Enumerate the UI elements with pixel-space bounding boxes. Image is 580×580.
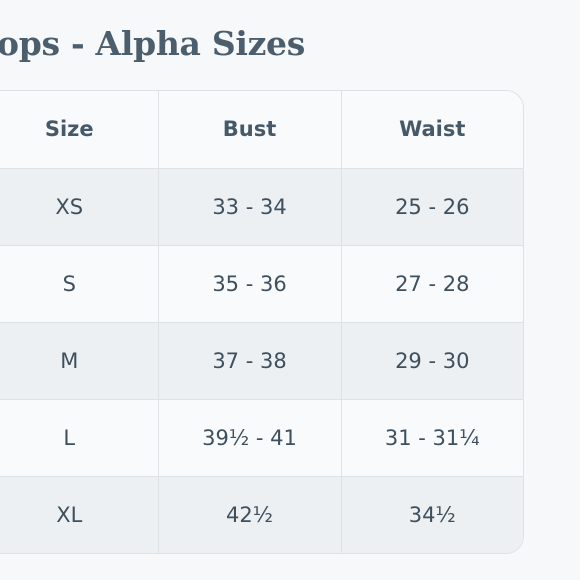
table-header-row: Size Bust Waist <box>0 91 523 169</box>
column-header-size: Size <box>0 91 159 169</box>
bust-cell: 33 - 34 <box>158 168 342 246</box>
bust-cell: 35 - 36 <box>158 245 342 323</box>
size-cell: M <box>0 322 159 400</box>
size-cell: XL <box>0 476 159 553</box>
page-title: ops - Alpha Sizes <box>0 24 305 63</box>
column-header-bust: Bust <box>158 91 342 169</box>
waist-cell: 34½ <box>341 476 523 553</box>
table-row: S 35 - 36 27 - 28 <box>0 245 523 323</box>
table-row: M 37 - 38 29 - 30 <box>0 322 523 400</box>
table-row: XL 42½ 34½ <box>0 476 523 553</box>
column-header-waist: Waist <box>341 91 523 169</box>
table-row: XS 33 - 34 25 - 26 <box>0 168 523 246</box>
size-chart-table-container: Size Bust Waist XS 33 - 34 25 - 26 S 35 … <box>0 90 524 554</box>
size-cell: L <box>0 399 159 477</box>
table-row: L 39½ - 41 31 - 31¼ <box>0 399 523 477</box>
bust-cell: 37 - 38 <box>158 322 342 400</box>
waist-cell: 27 - 28 <box>341 245 523 323</box>
size-cell: S <box>0 245 159 323</box>
size-chart-table: Size Bust Waist XS 33 - 34 25 - 26 S 35 … <box>0 91 523 553</box>
bust-cell: 39½ - 41 <box>158 399 342 477</box>
waist-cell: 29 - 30 <box>341 322 523 400</box>
size-cell: XS <box>0 168 159 246</box>
waist-cell: 31 - 31¼ <box>341 399 523 477</box>
waist-cell: 25 - 26 <box>341 168 523 246</box>
bust-cell: 42½ <box>158 476 342 553</box>
